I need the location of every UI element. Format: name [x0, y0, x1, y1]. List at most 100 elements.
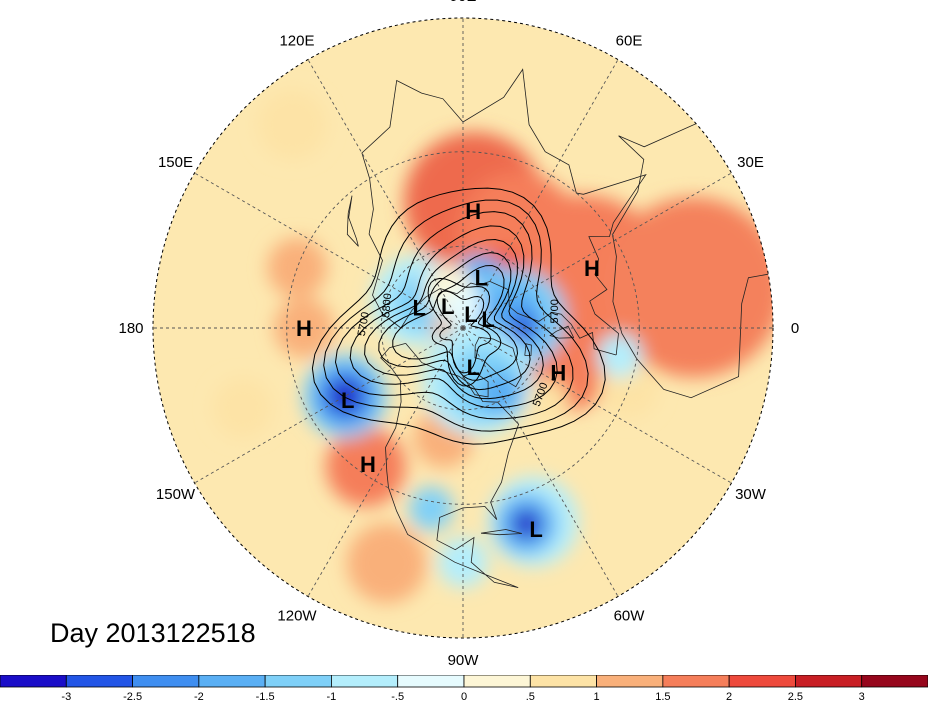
- longitude-label: 90E: [450, 0, 477, 5]
- latitude-circle: [286, 151, 640, 505]
- colorbar-box: [331, 675, 399, 688]
- height-contour: [311, 187, 606, 445]
- anomaly-blob: [528, 379, 569, 420]
- coastline: [524, 343, 532, 356]
- colorbar-tick-label: -1.5: [256, 691, 275, 702]
- low-pressure-center: L: [467, 355, 480, 380]
- anomaly-blob: [409, 486, 454, 531]
- height-contour: [334, 211, 574, 420]
- colorbar-box: [463, 675, 531, 688]
- height-contour: [427, 277, 502, 387]
- colorbar-box: [0, 675, 67, 688]
- anomaly-blob: [479, 371, 524, 416]
- colorbar-tick-label: 3: [859, 691, 865, 702]
- meridian-line: [307, 58, 464, 329]
- coastline: [474, 336, 522, 388]
- colorbar-tick-label: 1: [594, 691, 600, 702]
- low-pressure-center: L: [475, 265, 488, 290]
- colorbar-box: [132, 675, 200, 688]
- low-pressure-center: L: [412, 296, 425, 321]
- height-contour: [378, 252, 531, 391]
- longitude-label: 180: [118, 320, 143, 337]
- anomaly-blob: [267, 237, 328, 298]
- colorbar-box: [728, 675, 796, 688]
- colorbar-box: [596, 675, 664, 688]
- colorbar: -3 -2.5 -2 -1.5 -1 -.5 0 .5 1 1.5 2 2.5 3: [0, 675, 928, 702]
- anomaly-blob: [597, 333, 642, 378]
- low-pressure-center: L: [481, 307, 494, 332]
- colorbar-tick-label: 2: [726, 691, 732, 702]
- height-contours: [311, 187, 606, 445]
- colorbar-box: [795, 675, 863, 688]
- anomaly-blob: [257, 89, 328, 160]
- coastline: [380, 343, 520, 588]
- low-pressure-center: L: [341, 388, 354, 413]
- anomaly-blob: [443, 286, 483, 327]
- colorbar-box: [861, 675, 928, 688]
- high-pressure-center: H: [296, 316, 312, 341]
- colorbar-box: [529, 675, 597, 688]
- colorbar-tick-label: .5: [526, 691, 535, 702]
- high-pressure-center: H: [360, 452, 376, 477]
- meridian-line: [462, 58, 619, 329]
- colorbar-tick-label: -1: [327, 691, 337, 702]
- meridian-line: [193, 172, 464, 329]
- coastline: [462, 371, 489, 398]
- coastline: [346, 195, 359, 247]
- anomaly-blob: [603, 197, 773, 378]
- colorbar-tick-label: -3: [61, 691, 71, 702]
- high-pressure-center: H: [550, 360, 566, 385]
- colorbar-ticks: -3 -2.5 -2 -1.5 -1 -.5 0 .5 1 1.5 2 2.5 3: [61, 691, 864, 702]
- anomaly-blob: [512, 509, 541, 538]
- colorbar-box: [65, 675, 133, 688]
- longitude-label: 60E: [616, 33, 643, 50]
- height-contour: [436, 290, 492, 374]
- anomaly-blob: [212, 378, 273, 439]
- longitude-label: 150W: [156, 486, 196, 503]
- colorbar-boxes: [0, 675, 928, 688]
- colorbar-box: [264, 675, 332, 688]
- longitude-label: 150E: [158, 154, 193, 171]
- contour-label: 5700: [549, 299, 561, 323]
- longitude-label: 30E: [737, 154, 764, 171]
- height-contour: [364, 238, 544, 400]
- contour-label: 5700: [356, 311, 372, 337]
- high-pressure-center: H: [465, 199, 481, 224]
- colorbar-box: [662, 675, 730, 688]
- contour-label: 5800: [380, 293, 394, 318]
- high-pressure-center: H: [584, 256, 600, 281]
- longitude-label: 120W: [277, 608, 317, 625]
- low-pressure-center: L: [529, 517, 542, 542]
- longitude-labels: 90E 60E 30E 0 30W 60W 90W 120W 150W 180 150E 120E: [118, 0, 799, 669]
- colorbar-tick-label: 0: [461, 691, 467, 702]
- longitude-label: 90W: [448, 652, 480, 669]
- height-contour: [349, 225, 558, 409]
- day-label: Day 2013122518: [50, 618, 256, 648]
- colorbar-tick-label: 1.5: [655, 691, 670, 702]
- meridian-line: [307, 327, 464, 598]
- coastline: [549, 325, 575, 339]
- colorbar-tick-label: -2.5: [123, 691, 142, 702]
- meridian-line: [193, 327, 464, 484]
- height-contour: [323, 199, 589, 432]
- low-pressure-center: L: [441, 294, 454, 319]
- meridian-line: [462, 327, 733, 484]
- anomaly-blob: [346, 523, 427, 604]
- graticule: [153, 18, 773, 638]
- meridian-line: [462, 327, 619, 598]
- longitude-label: 0: [791, 320, 799, 337]
- map-boundary: [152, 17, 774, 639]
- anomaly-field: [153, 18, 773, 638]
- longitude-label: 120E: [279, 33, 314, 50]
- anomaly-blob: [513, 319, 532, 337]
- low-pressure-center: L: [464, 302, 477, 327]
- colorbar-box: [198, 675, 266, 688]
- longitude-label: 60W: [614, 608, 646, 625]
- anomaly-blob: [431, 318, 452, 338]
- colorbar-tick-label: -2: [194, 691, 204, 702]
- meridian-line: [462, 172, 733, 329]
- longitude-label: 30W: [735, 486, 767, 503]
